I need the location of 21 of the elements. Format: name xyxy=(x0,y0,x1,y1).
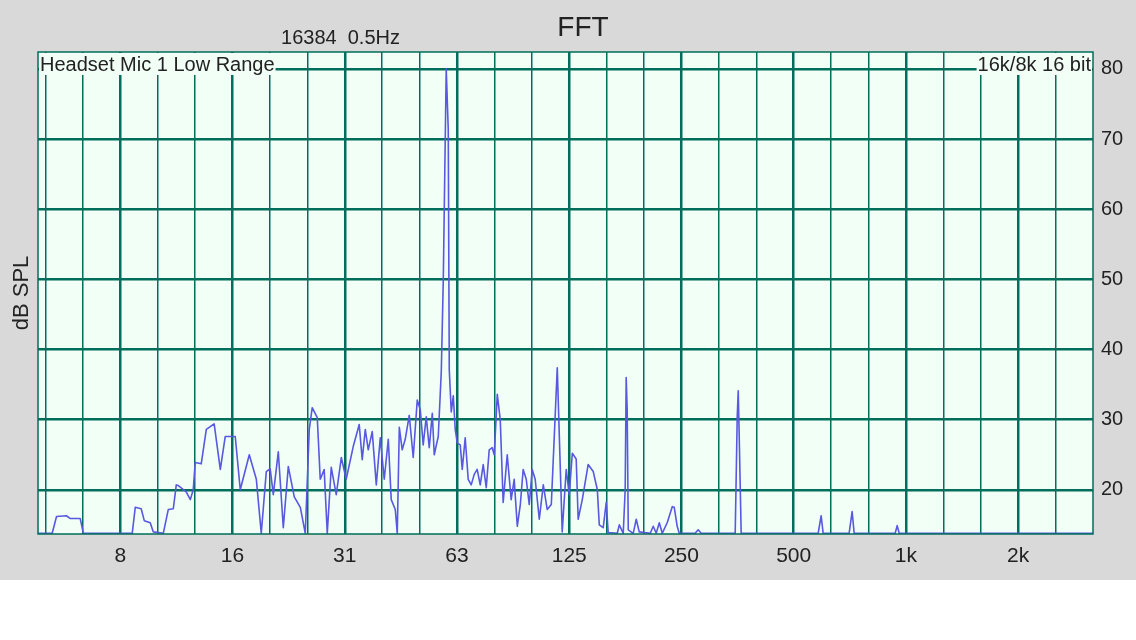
annotation: Headset Mic 1 Low Range xyxy=(40,53,275,75)
x-tick-label: 2k xyxy=(1007,543,1030,567)
x-tick-label: 8 xyxy=(114,543,127,567)
x-tick-label: 63 xyxy=(445,543,469,567)
y-tick-label: 40 xyxy=(1101,336,1124,359)
y-tick-label: 70 xyxy=(1101,126,1124,149)
y-tick-label: 50 xyxy=(1101,266,1124,289)
x-tick-label: 16 xyxy=(220,543,245,567)
y-tick-label: 20 xyxy=(1101,477,1124,500)
y-tick-label: 60 xyxy=(1101,196,1124,219)
x-tick-label: 1k xyxy=(894,543,918,567)
chart-subtitle: 16384 0.5Hz xyxy=(281,26,400,48)
y-tick-label: 30 xyxy=(1101,407,1124,430)
y-tick-label: 80 xyxy=(1101,56,1124,79)
annotation: 16k/8k 16 bit xyxy=(977,53,1092,75)
x-tick-label: 500 xyxy=(776,543,812,567)
y-axis-title: dB SPL xyxy=(8,255,33,331)
x-tick-label: 125 xyxy=(551,543,587,567)
x-tick-label: 250 xyxy=(663,543,699,567)
chart-title: FFT xyxy=(557,11,609,42)
x-tick-label: 31 xyxy=(333,543,357,567)
